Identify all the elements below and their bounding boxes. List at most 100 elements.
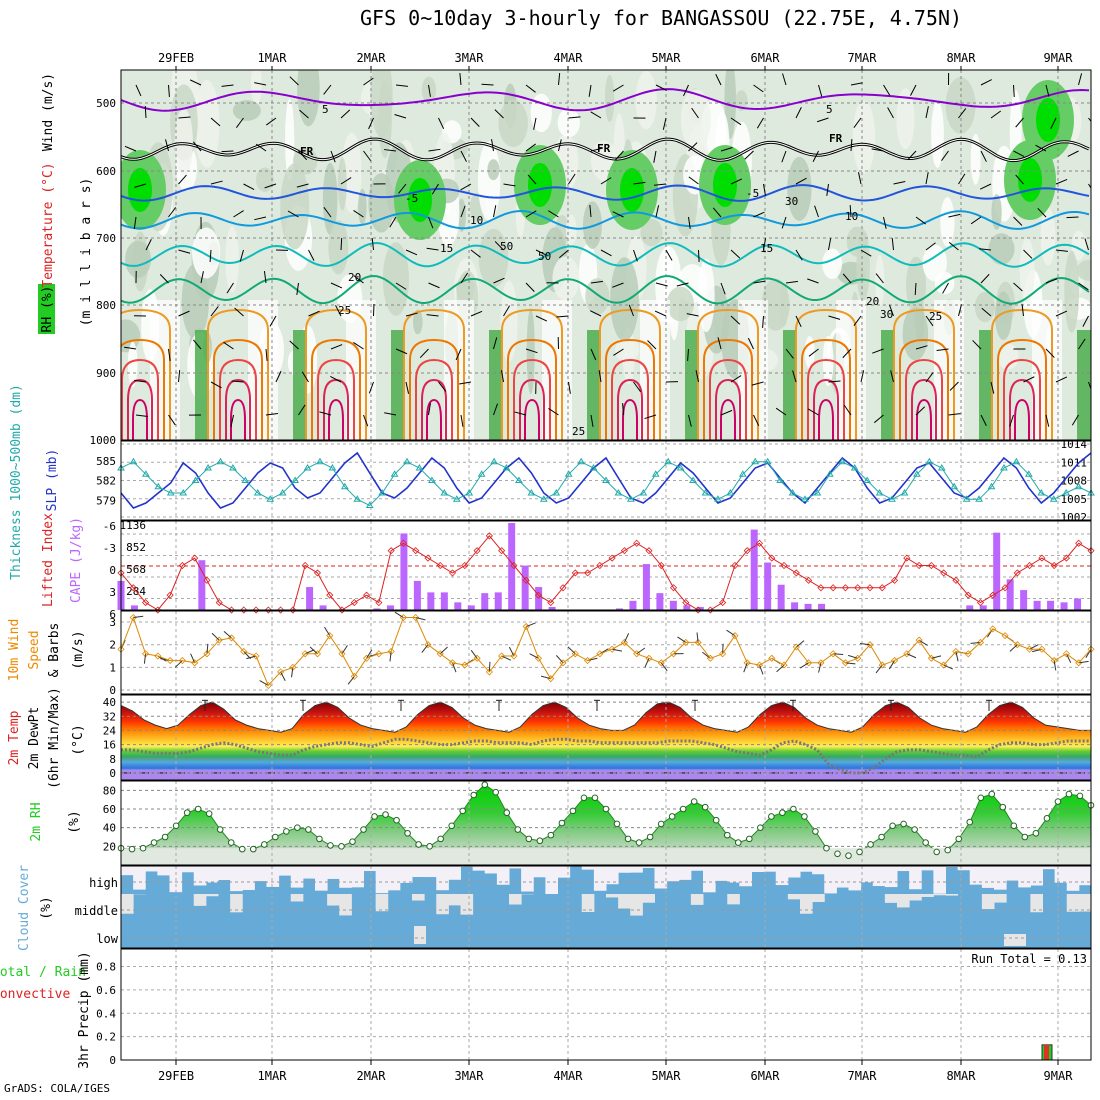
high-cloud-gap (448, 866, 461, 880)
wind-barb (683, 84, 689, 97)
thickness-point (1037, 489, 1046, 496)
high-cloud-gap (424, 866, 437, 878)
date-label-top: 8MAR (947, 51, 977, 65)
wind-barb (353, 275, 364, 284)
dewpt-axis-label: 2m DewPt (27, 707, 42, 770)
wind-barb (395, 84, 408, 87)
temp-contour-surface (225, 378, 251, 440)
rh-point (1043, 815, 1051, 822)
rh-point (415, 841, 422, 848)
high-cloud-gap (521, 866, 534, 892)
panel-frame-slp (120, 440, 1092, 521)
wind-barb (168, 414, 176, 426)
rh-moist-column (293, 330, 307, 440)
rh-point (933, 848, 940, 856)
middle-cloud-gap (327, 894, 340, 906)
temp-contour-surface (127, 378, 153, 440)
date-label-top: 2MAR (357, 51, 387, 65)
wind-barb (143, 653, 147, 664)
middle-cloud-gap (994, 894, 1007, 903)
thickness-point (875, 489, 884, 496)
wind-barb (168, 84, 170, 98)
temp-contour-surface (818, 398, 834, 440)
wind-barb (335, 305, 342, 317)
wind-barb (756, 117, 764, 129)
temp-contour-surface (213, 338, 263, 440)
wind-barb (883, 84, 891, 96)
rh-shade (640, 218, 663, 247)
wind-barb (395, 282, 407, 290)
wind-barb (622, 402, 624, 416)
wind-barb (1013, 282, 1023, 292)
wind-tick-label: 0 (109, 684, 116, 697)
wind-barb (915, 406, 926, 416)
wind-barb (1055, 249, 1068, 252)
cape-bar (1020, 590, 1028, 610)
middle-cloud-gap (230, 894, 243, 913)
li-point (854, 584, 862, 592)
wind-barb (527, 174, 537, 185)
wind-barb (847, 654, 858, 659)
high-cloud-gap (230, 866, 243, 892)
high-cloud-gap (593, 866, 607, 891)
wind-barb (873, 414, 884, 424)
high-cloud-gap (290, 866, 304, 888)
wind-speed-point (915, 636, 923, 644)
rh-shade (988, 233, 1015, 265)
rh-shade (1019, 237, 1035, 304)
middle-cloud-gap (193, 894, 207, 906)
rh-point (327, 842, 334, 849)
wind-barb (842, 273, 852, 284)
wind-barb (309, 646, 318, 655)
high-cloud-gap (496, 866, 510, 885)
wind-barb (1045, 348, 1055, 358)
thickness-point (291, 476, 299, 483)
wind-barb (925, 372, 934, 383)
panel-frame-upper (120, 69, 1092, 441)
rh-point (382, 811, 389, 818)
high-cloud-gap (484, 866, 498, 874)
thickness-point (552, 489, 561, 496)
wind-barb (493, 277, 505, 284)
high-cloud-gap (666, 866, 680, 882)
temp-contour-surface (911, 378, 937, 440)
rh-point (1054, 798, 1062, 805)
cape-bar (979, 605, 987, 610)
rh-shade (604, 74, 615, 123)
wind-barb (590, 348, 597, 361)
rh-tick-label: 60 (103, 803, 116, 816)
rh-tick-label: 40 (103, 822, 116, 835)
temp-contour-surface (421, 378, 447, 440)
wind-barb (353, 342, 364, 350)
cape-tick-label: 1136 (120, 519, 147, 532)
temp-contour-surface (905, 358, 943, 440)
wind-speed-point (903, 650, 911, 658)
wind-barb (296, 183, 309, 188)
thickness-point (788, 489, 797, 496)
temp-contour-surface (899, 338, 949, 440)
panel-frame-precip (120, 948, 1092, 1061)
wind-barb (849, 204, 852, 218)
rh-shade (970, 133, 981, 185)
wind-barb (1084, 238, 1089, 251)
temp-contour-surface (997, 338, 1047, 440)
wind-barb (776, 664, 785, 673)
rh-shade (293, 147, 318, 175)
temp-contour-surface (801, 338, 851, 440)
wind-speed-point (976, 638, 985, 647)
cape-tick-label: 852 (126, 541, 146, 554)
date-label-bottom: 1MAR (258, 1069, 288, 1083)
wind-barb (826, 183, 829, 196)
wind10-speed-label: Speed (27, 630, 42, 669)
wind-barb (459, 381, 472, 385)
rh-shade (697, 258, 715, 333)
wind-barb (558, 139, 562, 152)
wind-barb (633, 381, 641, 392)
wind-barb (753, 414, 760, 427)
wind-barb (254, 82, 267, 86)
high-cloud-gap (545, 866, 558, 894)
rh-saturated-area (128, 168, 152, 212)
high-cloud-gap (1066, 866, 1080, 891)
wind-barb (633, 249, 638, 262)
upper-air-panel: 5 5 FR FR FR -5 -5 10 10 15 15 20 20 25 25 25 30 50 30 50 (121, 70, 1091, 440)
